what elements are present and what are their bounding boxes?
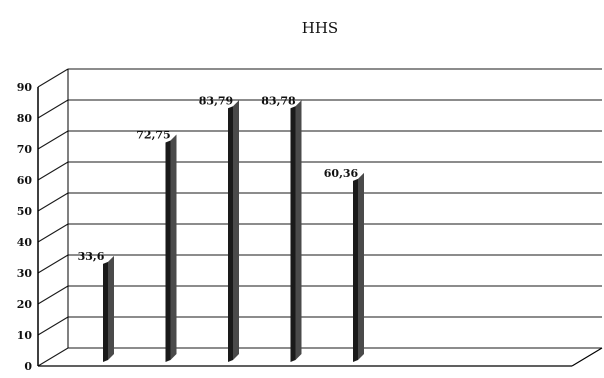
floor-right-edge <box>571 347 603 367</box>
bar-side <box>358 172 364 360</box>
gridlines <box>37 68 603 367</box>
gridline-depth <box>37 254 69 274</box>
bar-face <box>353 178 358 362</box>
chart-title: HHS <box>302 19 338 37</box>
data-label: 60,36 <box>324 167 359 180</box>
y-tick-label: 90 <box>17 81 33 94</box>
gridline-depth <box>37 192 69 212</box>
gridline-depth <box>37 68 69 88</box>
bar <box>228 100 239 362</box>
bar-face <box>290 106 296 362</box>
y-tick-label: 50 <box>17 205 33 218</box>
data-label: 33,6 <box>78 250 105 263</box>
y-tick-label: 60 <box>17 174 33 187</box>
data-label: 83,79 <box>199 94 233 107</box>
y-tick-label: 80 <box>17 112 33 125</box>
gridline-depth <box>37 223 69 243</box>
bar <box>353 172 364 362</box>
bar-side <box>170 134 177 360</box>
y-tick-label: 70 <box>17 143 33 156</box>
data-label: 72,75 <box>136 128 170 141</box>
data-labels: 33,6 72,75 83,79 83,78 60,36 <box>78 94 359 263</box>
bar <box>165 134 177 362</box>
y-tick-label: 0 <box>24 360 32 373</box>
data-label: 83,78 <box>261 94 296 107</box>
bar-side <box>295 100 302 361</box>
bar-face <box>228 106 233 362</box>
bars <box>103 100 364 362</box>
gridline-depth <box>37 130 69 150</box>
gridline-depth <box>37 316 69 336</box>
y-tick-label: 40 <box>17 236 33 249</box>
bar <box>290 100 302 362</box>
bar-face <box>103 261 108 362</box>
y-axis: 0 10 20 30 40 50 60 70 80 90 <box>17 81 39 373</box>
bar <box>103 255 114 362</box>
gridline-depth <box>37 161 69 181</box>
bar-side <box>108 255 114 360</box>
bar-side <box>233 100 239 360</box>
gridline-depth <box>37 99 69 119</box>
gridline-depth <box>37 347 69 367</box>
bar-face <box>165 140 171 362</box>
y-tick-label: 30 <box>17 267 33 280</box>
y-tick-label: 10 <box>17 329 33 342</box>
gridline-depth <box>37 285 69 305</box>
y-tick-label: 20 <box>17 298 33 311</box>
